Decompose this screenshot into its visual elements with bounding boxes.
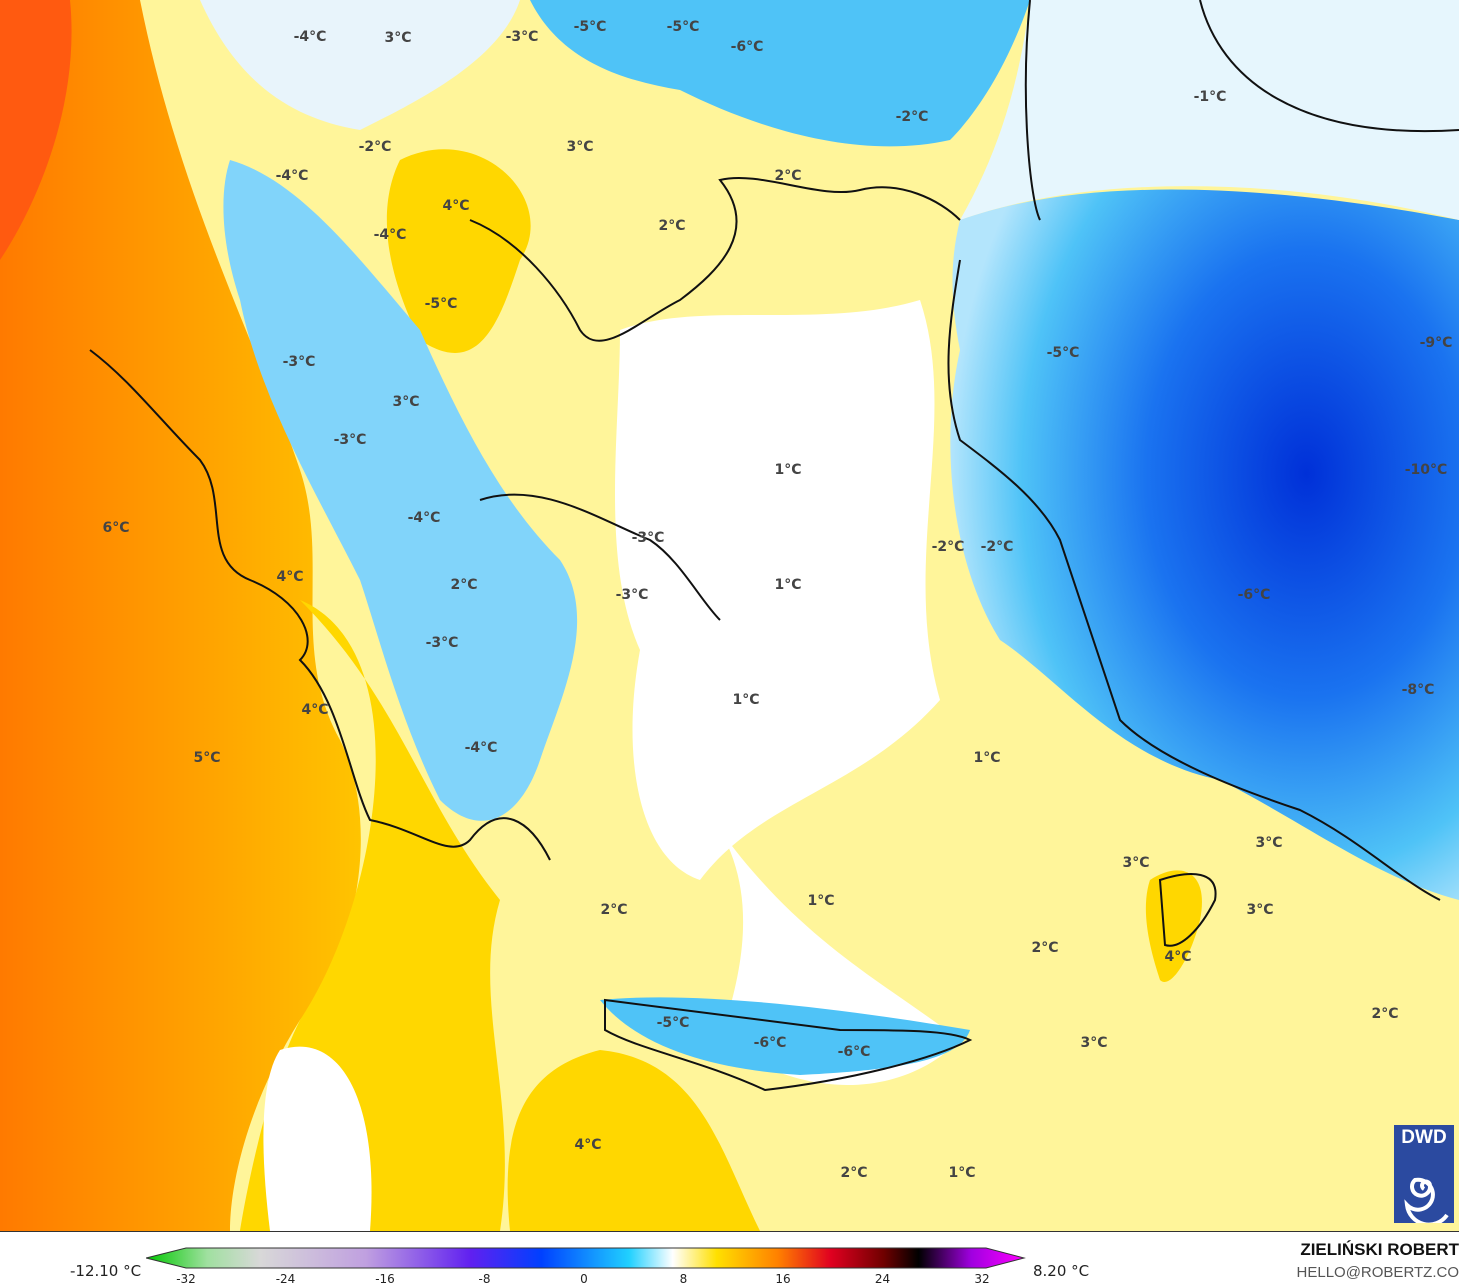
temperature-label: -6°C bbox=[837, 1044, 871, 1060]
temperature-label: -6°C bbox=[1237, 587, 1271, 603]
warm-region-south bbox=[507, 1050, 760, 1231]
temperature-label: 5°C bbox=[193, 750, 221, 766]
temperature-label: 6°C bbox=[102, 520, 130, 536]
temperature-label: -10°C bbox=[1404, 462, 1448, 478]
cold-region-greece-mountains bbox=[223, 160, 578, 821]
temperature-label: 2°C bbox=[600, 902, 628, 918]
temperature-label: 3°C bbox=[566, 139, 594, 155]
temperature-label: -4°C bbox=[373, 227, 407, 243]
cold-region-bulgaria bbox=[530, 0, 1030, 147]
temperature-label: 1°C bbox=[948, 1165, 976, 1181]
temperature-label: 1°C bbox=[973, 750, 1001, 766]
temperature-label: 4°C bbox=[574, 1137, 602, 1153]
cold-region-crete bbox=[600, 997, 970, 1075]
temperature-label: 1°C bbox=[732, 692, 760, 708]
temperature-label: 2°C bbox=[1371, 1006, 1399, 1022]
temperature-label: -3°C bbox=[425, 635, 459, 651]
aegean-white bbox=[615, 300, 940, 880]
temperature-label: -3°C bbox=[615, 587, 649, 603]
temperature-label: -4°C bbox=[275, 168, 309, 184]
warm-region-north bbox=[386, 149, 531, 353]
min-value: -12.10 °C bbox=[70, 1262, 142, 1280]
temperature-label: -3°C bbox=[333, 432, 367, 448]
temperature-label: 3°C bbox=[1246, 902, 1274, 918]
author-email: HELLO@ROBERTZ.CO bbox=[1296, 1264, 1459, 1281]
temperature-label: -6°C bbox=[730, 39, 764, 55]
spiral-icon bbox=[1404, 1177, 1449, 1223]
scale-tick-label: 24 bbox=[874, 1272, 891, 1286]
temperature-label: 1°C bbox=[774, 577, 802, 593]
max-value: 8.20 °C bbox=[1033, 1262, 1090, 1280]
temperature-label: -5°C bbox=[666, 19, 700, 35]
temperature-label: 2°C bbox=[658, 218, 686, 234]
temperature-map: -4°C 3°C -3°C -5°C -5°C -6°C -2°C -1°C -… bbox=[0, 0, 1459, 1231]
scale-tick-label: 16 bbox=[775, 1272, 791, 1286]
temperature-label: -4°C bbox=[293, 29, 327, 45]
scale-tick-label: 8 bbox=[679, 1272, 688, 1286]
temperature-label: 4°C bbox=[1164, 949, 1192, 965]
temperature-label: -2°C bbox=[980, 539, 1014, 555]
black-sea-region bbox=[960, 0, 1459, 220]
temperature-label: -4°C bbox=[464, 740, 498, 756]
temperature-label: -2°C bbox=[931, 539, 965, 555]
scale-tick-label: -32 bbox=[176, 1272, 196, 1286]
temperature-label: -3°C bbox=[282, 354, 316, 370]
temperature-label: -5°C bbox=[656, 1015, 690, 1031]
temperature-label: -2°C bbox=[358, 139, 392, 155]
scale-tick-label: -8 bbox=[478, 1272, 491, 1286]
temperature-label: 3°C bbox=[384, 30, 412, 46]
temperature-label: -1°C bbox=[1193, 89, 1227, 105]
temperature-label: 3°C bbox=[1255, 835, 1283, 851]
temperature-label: 1°C bbox=[774, 462, 802, 478]
scale-tick-label: 0 bbox=[580, 1272, 588, 1286]
balkan-north bbox=[200, 0, 520, 130]
scale-tick-label: 32 bbox=[974, 1272, 990, 1286]
temperature-label: 2°C bbox=[450, 577, 478, 593]
temperature-label: -8°C bbox=[1401, 682, 1435, 698]
warm-region-west bbox=[0, 0, 361, 1231]
temperature-label: 4°C bbox=[442, 198, 470, 214]
temperature-label: -5°C bbox=[573, 19, 607, 35]
temperature-label: 2°C bbox=[774, 168, 802, 184]
temperature-label: 2°C bbox=[840, 1165, 868, 1181]
temperature-label: 1°C bbox=[807, 893, 835, 909]
scale-tick-label: -24 bbox=[275, 1272, 296, 1286]
dwd-logo: DWD bbox=[1394, 1125, 1454, 1223]
cold-region-anatolia bbox=[950, 189, 1459, 901]
temperature-label: 2°C bbox=[1031, 940, 1059, 956]
temperature-label: -3°C bbox=[631, 530, 665, 546]
temperature-label: -2°C bbox=[895, 109, 929, 125]
temperature-label: -5°C bbox=[1046, 345, 1080, 361]
temperature-label: 4°C bbox=[301, 702, 329, 718]
rhodes-warm bbox=[1145, 870, 1202, 982]
temperature-field bbox=[0, 0, 1459, 1231]
color-scale-bar bbox=[146, 1247, 1026, 1269]
warmest-region bbox=[0, 0, 72, 260]
temperature-label: -9°C bbox=[1419, 335, 1453, 351]
temperature-label: -6°C bbox=[753, 1035, 787, 1051]
libyan-sea-white bbox=[263, 1046, 372, 1231]
temperature-label: 3°C bbox=[1122, 855, 1150, 871]
author-credit: ZIELIŃSKI ROBERT bbox=[1300, 1240, 1459, 1259]
coastlines bbox=[89, 0, 1459, 1092]
scale-tick-label: -16 bbox=[375, 1272, 395, 1286]
temperature-label: 4°C bbox=[276, 569, 304, 585]
temperature-label: 3°C bbox=[392, 394, 420, 410]
dwd-logo-text: DWD bbox=[1401, 1127, 1447, 1148]
temperature-label: -3°C bbox=[505, 29, 539, 45]
temperature-label: 3°C bbox=[1080, 1035, 1108, 1051]
temperature-label: -5°C bbox=[424, 296, 458, 312]
temperature-label: -4°C bbox=[407, 510, 441, 526]
legend-footer: -12.10 °C -32 -24 -16 -8 0 8 16 24 3 bbox=[0, 1231, 1459, 1288]
